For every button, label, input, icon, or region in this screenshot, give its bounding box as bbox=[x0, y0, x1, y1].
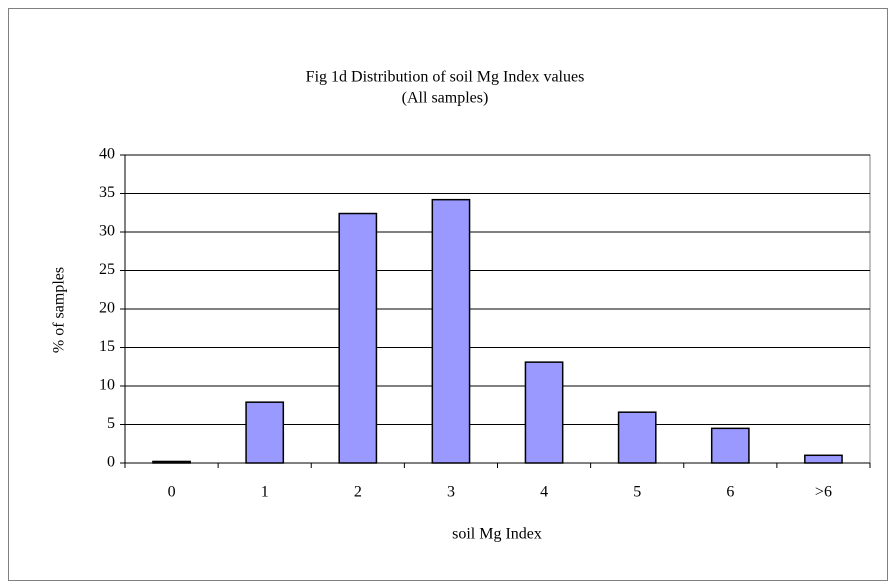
y-tick-label: 35 bbox=[99, 184, 115, 201]
x-axis-label: soil Mg Index bbox=[452, 526, 542, 543]
bar bbox=[804, 454, 843, 464]
y-tick-label: 10 bbox=[99, 377, 115, 394]
y-tick-label: 40 bbox=[99, 146, 115, 163]
x-tick-label: 5 bbox=[633, 484, 641, 501]
bar bbox=[245, 401, 285, 464]
bar bbox=[431, 198, 471, 464]
chart-title: Fig 1d Distribution of soil Mg Index val… bbox=[306, 69, 585, 86]
y-tick-label: 20 bbox=[99, 300, 115, 317]
x-tick-label: >6 bbox=[815, 484, 832, 501]
y-tick-label: 0 bbox=[107, 454, 115, 471]
x-tick-label: 0 bbox=[168, 484, 176, 501]
bar bbox=[617, 411, 657, 464]
bar bbox=[524, 361, 564, 464]
x-tick-label: 4 bbox=[540, 484, 548, 501]
y-tick-label: 5 bbox=[107, 415, 115, 432]
bar bbox=[710, 427, 750, 464]
y-axis-label: % of samples bbox=[51, 267, 68, 353]
bar bbox=[338, 212, 378, 464]
x-tick-label: 6 bbox=[726, 484, 734, 501]
x-tick-label: 3 bbox=[447, 484, 455, 501]
y-tick-label: 30 bbox=[99, 223, 115, 240]
x-tick-label: 2 bbox=[354, 484, 362, 501]
y-tick-label: 25 bbox=[99, 261, 115, 278]
y-tick-label: 15 bbox=[99, 338, 115, 355]
x-tick-label: 1 bbox=[261, 484, 269, 501]
chart-subtitle: (All samples) bbox=[402, 90, 489, 107]
